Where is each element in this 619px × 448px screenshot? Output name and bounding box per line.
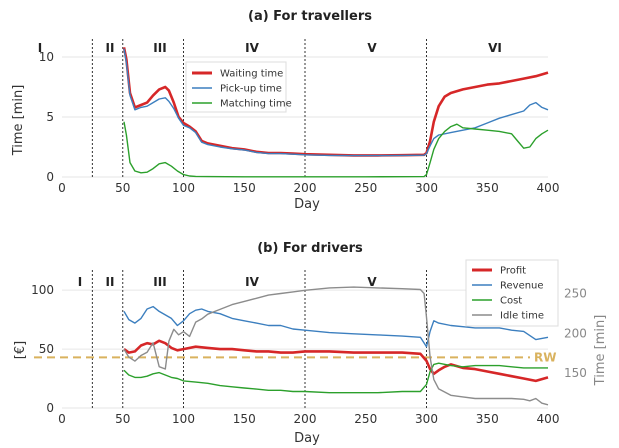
y-tick-label: 10 bbox=[39, 50, 54, 64]
phase-label: I bbox=[38, 41, 42, 55]
x-tick-label: 100 bbox=[172, 181, 195, 195]
panel-a-title: (a) For travellers bbox=[248, 9, 372, 24]
x-tick-label: 150 bbox=[233, 181, 256, 195]
legend-label: Revenue bbox=[500, 281, 544, 292]
panel-b-series bbox=[123, 286, 549, 406]
panel-b-title: (b) For drivers bbox=[257, 241, 363, 256]
x-tick-label: 350 bbox=[476, 181, 499, 195]
panel-a-series bbox=[122, 47, 549, 178]
phase-label: II bbox=[106, 275, 115, 289]
panel-b-xlabel: Day bbox=[294, 431, 320, 446]
y-tick-label: 100 bbox=[31, 283, 54, 297]
panel-b-drivers: (b) For drivers RW 0 50 100 0 50 100 150 200 250… bbox=[13, 241, 608, 446]
x-tick-label: 50 bbox=[115, 412, 130, 426]
legend-label: Pick-up time bbox=[220, 84, 282, 95]
x-tick-label: 300 bbox=[415, 412, 438, 426]
x-tick-label: 150 bbox=[233, 412, 256, 426]
panel-a-ylabel: Time [min] bbox=[11, 85, 26, 157]
x-tick-label: 350 bbox=[476, 412, 499, 426]
panel-b-phase-labels: I II III IV V bbox=[78, 275, 378, 289]
panel-b-phase-lines bbox=[91, 270, 427, 408]
phase-label: IV bbox=[245, 41, 259, 55]
phase-label: V bbox=[367, 41, 377, 55]
panel-b-legend: Profit Revenue Cost Idle time bbox=[465, 259, 559, 327]
series-line-revenue bbox=[123, 305, 549, 348]
phase-label: V bbox=[367, 275, 377, 289]
x-tick-label: 0 bbox=[58, 412, 66, 426]
x-tick-label: 250 bbox=[354, 412, 377, 426]
x-tick-label: 100 bbox=[172, 412, 195, 426]
x-tick-label: 300 bbox=[415, 181, 438, 195]
series-line-matching-time bbox=[123, 121, 549, 178]
x-tick-label: 250 bbox=[354, 181, 377, 195]
phase-label: VI bbox=[488, 41, 502, 55]
panel-b-tick-labels: 0 50 100 0 50 100 150 200 250 300 350 400 150 200 250 bbox=[31, 283, 587, 426]
panel-a-phase-lines bbox=[91, 39, 427, 177]
x-tick-label: 200 bbox=[294, 412, 317, 426]
phase-label: III bbox=[153, 275, 166, 289]
panel-a-legend: Waiting time Pick-up time Matching time bbox=[185, 61, 292, 113]
legend-label: Cost bbox=[500, 296, 522, 307]
y-tick-label: 0 bbox=[46, 401, 54, 415]
y-tick-label: 5 bbox=[46, 110, 54, 124]
y-tick-label: 0 bbox=[46, 170, 54, 184]
y2-tick-label: 250 bbox=[564, 286, 587, 300]
legend-label: Waiting time bbox=[220, 69, 283, 80]
x-tick-label: 50 bbox=[115, 181, 130, 195]
phase-label: I bbox=[78, 275, 82, 289]
phase-label: III bbox=[153, 41, 166, 55]
phase-label: IV bbox=[245, 275, 259, 289]
legend-label: Matching time bbox=[220, 99, 292, 110]
panel-b-rw-reference: RW bbox=[34, 350, 556, 364]
x-tick-label: 400 bbox=[537, 181, 560, 195]
rw-label: RW bbox=[534, 350, 556, 364]
phase-label: II bbox=[106, 41, 115, 55]
y2-tick-label: 200 bbox=[564, 326, 587, 340]
panel-b-y2label: Time [min] bbox=[593, 315, 608, 387]
x-tick-label: 400 bbox=[537, 412, 560, 426]
x-tick-label: 0 bbox=[58, 181, 66, 195]
panel-b-ylabel: [€] bbox=[13, 341, 28, 359]
panel-a-phase-labels: I II III IV V VI bbox=[38, 41, 502, 55]
series-line-pick-up-time bbox=[123, 48, 549, 157]
legend-label: Profit bbox=[500, 266, 526, 277]
series-line-profit bbox=[123, 339, 549, 383]
legend-label: Idle time bbox=[500, 311, 544, 322]
panel-a-xlabel: Day bbox=[294, 197, 320, 212]
series-line-idle-time bbox=[123, 286, 549, 406]
y-tick-label: 50 bbox=[39, 342, 54, 356]
y2-tick-label: 150 bbox=[564, 366, 587, 380]
x-tick-label: 200 bbox=[294, 181, 317, 195]
series-line-cost bbox=[123, 362, 548, 394]
